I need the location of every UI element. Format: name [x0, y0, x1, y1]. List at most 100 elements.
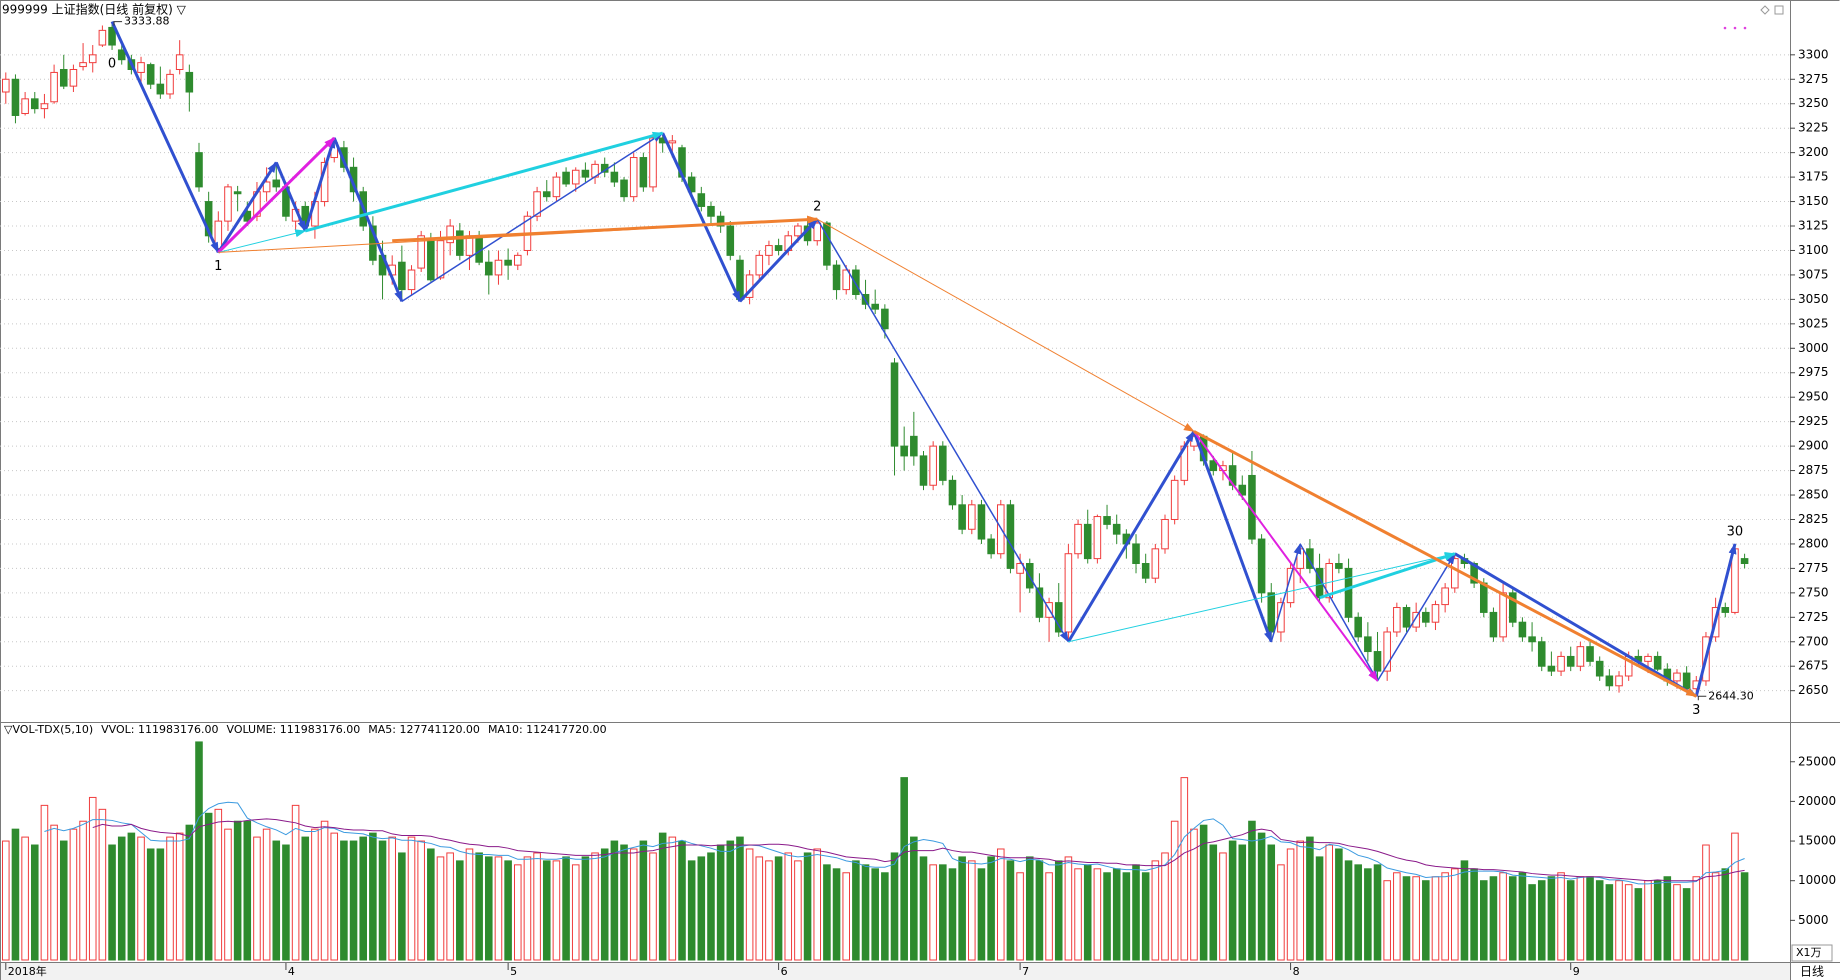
- volume-bar: [1673, 884, 1681, 961]
- volume-bar: [1141, 872, 1150, 961]
- window-icons[interactable]: [1760, 5, 1784, 15]
- candle-body: [1479, 582, 1488, 613]
- volume-bar: [523, 856, 532, 961]
- volume-bar: [1209, 844, 1218, 961]
- candle-body: [156, 83, 165, 95]
- candle-body: [1653, 655, 1662, 670]
- wave-arrow: [217, 161, 278, 254]
- candle-body: [1383, 631, 1391, 672]
- x-tick-label: 2018年: [8, 964, 47, 978]
- candle-body: [2, 78, 10, 93]
- candle-body: [1364, 636, 1372, 653]
- candle-body: [50, 71, 58, 103]
- volume-bar: [958, 856, 966, 961]
- candle-body: [726, 225, 735, 256]
- volume-bar: [1112, 868, 1121, 961]
- volume-bar: [272, 840, 281, 961]
- volume-bar: [1402, 876, 1411, 961]
- candle-body: [407, 269, 416, 291]
- candle-body: [649, 137, 657, 188]
- volume-bar: [639, 840, 648, 961]
- volume-ma-line: [92, 818, 1745, 882]
- y-tick-label: 3050: [1798, 292, 1829, 306]
- candle-body: [968, 504, 976, 530]
- dot: [1733, 26, 1737, 30]
- volume-bars: [2, 741, 1749, 961]
- volume-bar: [195, 741, 203, 961]
- volume-bar: [571, 864, 580, 961]
- candle-body: [59, 68, 68, 87]
- volume-bar: [1644, 880, 1652, 961]
- period-label[interactable]: 日线: [1800, 965, 1824, 979]
- candle-body: [1673, 672, 1681, 682]
- candle-body: [1016, 563, 1024, 574]
- volume-header-item: MA10: 112417720.00: [488, 723, 607, 736]
- volume-bar: [881, 872, 889, 961]
- volume-header-item: ▽VOL-TDX(5,10): [4, 723, 93, 736]
- volume-bar: [1557, 872, 1565, 961]
- candle-body: [1537, 641, 1546, 667]
- volume-bar: [861, 864, 870, 961]
- candle-body: [1083, 523, 1092, 560]
- candle-body: [1547, 665, 1556, 672]
- volume-bar: [388, 836, 396, 961]
- candle-body: [513, 254, 522, 266]
- candle-body: [716, 215, 725, 227]
- candle-body: [581, 169, 590, 178]
- candle-body: [233, 191, 242, 195]
- y-tick-label: 2650: [1798, 683, 1829, 697]
- volume-bar: [291, 804, 300, 961]
- candle-body: [552, 176, 561, 198]
- volume-bar: [1393, 872, 1401, 961]
- candle-body: [494, 259, 503, 276]
- icon-diamond[interactable]: [1760, 5, 1770, 15]
- volume-bar: [1422, 880, 1430, 961]
- volume-bar: [1074, 868, 1082, 961]
- y-tick-label: 2950: [1798, 390, 1829, 404]
- candle-body: [1393, 607, 1401, 633]
- candle-body: [832, 264, 841, 291]
- volume-bar: [939, 864, 947, 961]
- candle-body: [1006, 504, 1015, 569]
- candle-body: [1093, 516, 1102, 560]
- volume-bar: [1286, 848, 1295, 961]
- candle-body: [1132, 543, 1140, 565]
- candle-body: [427, 238, 435, 281]
- pivot-label: 1: [214, 259, 222, 274]
- candle-body: [910, 435, 918, 457]
- candle-body: [88, 54, 97, 64]
- volume-bar: [504, 860, 512, 961]
- y-tick-label: 2725: [1798, 610, 1829, 624]
- volume-bar: [1296, 840, 1305, 961]
- volume-bar: [485, 856, 493, 961]
- volume-bar: [842, 872, 851, 961]
- volume-bar: [1518, 872, 1527, 961]
- extreme-pointer: [1697, 695, 1707, 701]
- volume-bar: [1547, 876, 1556, 961]
- y-tick-label: 2800: [1798, 536, 1829, 550]
- wave-arrow: [218, 229, 307, 253]
- volume-bar: [204, 812, 213, 961]
- wave-arrow: [1319, 552, 1456, 600]
- y-tick-label: 3275: [1798, 72, 1829, 86]
- candle-body: [1740, 558, 1749, 565]
- candle-body: [958, 504, 966, 530]
- volume-bar: [1190, 828, 1198, 961]
- x-tick-label: 4: [288, 965, 295, 978]
- volume-bar: [900, 777, 908, 961]
- candle-body: [542, 191, 551, 198]
- volume-bar: [1431, 876, 1440, 961]
- candle-body: [794, 225, 802, 237]
- volume-bar: [1624, 884, 1633, 961]
- volume-bar: [494, 856, 503, 961]
- volume-bar: [166, 836, 174, 961]
- candle-body: [1431, 604, 1440, 623]
- candle-body: [1451, 558, 1459, 589]
- icon-window[interactable]: [1774, 5, 1784, 15]
- candle-body: [1209, 460, 1218, 472]
- volume-bar: [562, 856, 570, 961]
- dot: [1743, 26, 1747, 30]
- volume-bar: [1248, 820, 1256, 961]
- volume-bar: [137, 836, 145, 961]
- y-tick-label: 3200: [1798, 145, 1829, 159]
